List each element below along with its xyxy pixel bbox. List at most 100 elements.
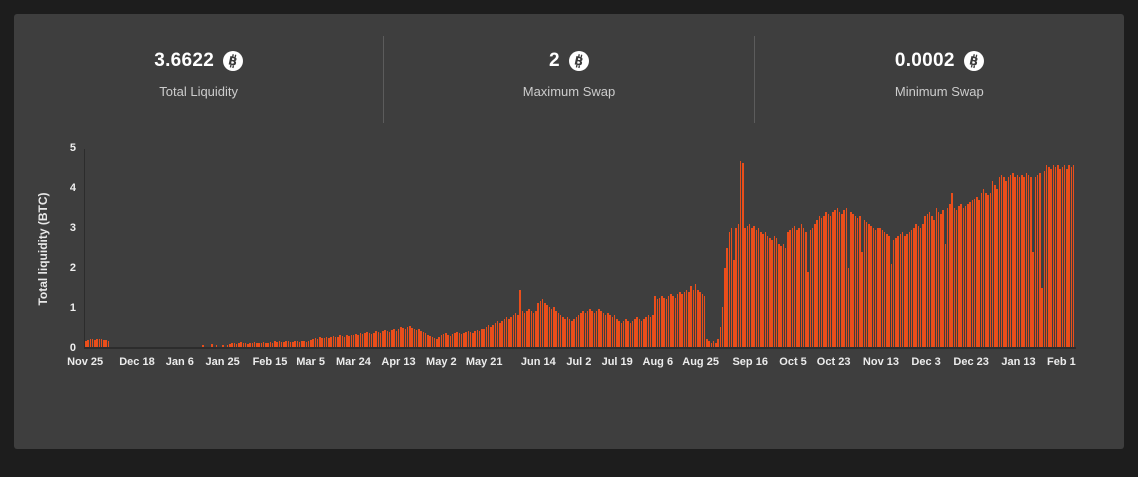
bar xyxy=(629,323,632,347)
bar xyxy=(589,309,591,347)
x-tick-label: Jul 2 xyxy=(566,356,592,368)
bar xyxy=(899,234,902,347)
x-tick-label: Oct 23 xyxy=(816,356,851,368)
bar xyxy=(901,232,904,347)
bar xyxy=(944,244,947,347)
bar xyxy=(584,313,587,347)
bar xyxy=(278,341,281,347)
bar xyxy=(996,188,998,347)
stat-total-liquidity: 3.6622 B Total Liquidity xyxy=(14,36,383,123)
bar xyxy=(397,329,400,347)
bar xyxy=(546,305,548,347)
bar xyxy=(249,343,251,347)
bar xyxy=(514,313,517,347)
bar xyxy=(706,339,708,347)
bar xyxy=(517,315,519,347)
bar xyxy=(854,216,857,347)
bar xyxy=(735,228,737,347)
bar xyxy=(622,321,625,347)
bar xyxy=(1018,176,1021,347)
bar xyxy=(937,212,940,347)
bar xyxy=(242,343,245,347)
bar xyxy=(1025,172,1028,347)
bar xyxy=(1036,174,1039,347)
bar xyxy=(409,326,411,347)
stat-value: 2 B xyxy=(549,50,589,72)
bar xyxy=(548,307,551,347)
bar xyxy=(94,339,96,347)
bar xyxy=(708,341,710,347)
bar xyxy=(694,283,697,347)
minimum-swap-label: Minimum Swap xyxy=(894,84,984,99)
bar xyxy=(638,319,641,347)
bar xyxy=(895,238,897,347)
bar xyxy=(269,342,272,347)
bar xyxy=(490,327,492,347)
bar xyxy=(778,244,780,347)
bar xyxy=(505,317,508,347)
bar xyxy=(1034,176,1037,347)
bar xyxy=(969,202,971,347)
bar xyxy=(688,291,690,347)
bar xyxy=(775,238,778,347)
bar xyxy=(343,337,346,347)
bar xyxy=(726,248,728,347)
bar xyxy=(962,208,965,347)
bar xyxy=(627,321,629,347)
bar xyxy=(852,214,854,347)
total-liquidity-label: Total Liquidity xyxy=(159,84,239,99)
bar xyxy=(717,339,719,347)
bar xyxy=(760,232,762,347)
bar xyxy=(301,341,303,347)
stat-value: 0.0002 B xyxy=(895,50,984,72)
bar xyxy=(568,319,571,347)
bar xyxy=(402,328,404,347)
x-axis-ticks: Nov 25 Dec 18 Jan 6 Jan 25 Feb 15 Mar 5 Mar 24… xyxy=(67,349,1076,373)
bar xyxy=(634,319,636,347)
x-tick-label: Jan 25 xyxy=(205,356,240,368)
bar xyxy=(886,234,888,347)
bar xyxy=(296,341,299,347)
bar xyxy=(85,341,87,347)
bar xyxy=(737,224,740,347)
bar xyxy=(283,342,285,347)
bar xyxy=(753,226,755,347)
bar xyxy=(861,251,863,347)
bar xyxy=(762,234,764,347)
bar xyxy=(679,291,681,347)
bar xyxy=(523,313,526,347)
bar xyxy=(339,335,341,347)
bar xyxy=(681,293,683,347)
bar xyxy=(211,343,213,347)
bar xyxy=(591,311,593,347)
bar xyxy=(832,212,834,347)
bar xyxy=(431,337,434,347)
x-tick-label: Dec 23 xyxy=(953,356,989,368)
bar xyxy=(1072,164,1075,347)
bar xyxy=(256,343,258,347)
bar xyxy=(1068,164,1070,347)
bar xyxy=(512,315,515,347)
bar xyxy=(618,321,620,347)
bar xyxy=(733,259,735,347)
bar xyxy=(305,341,308,347)
bar xyxy=(215,344,218,347)
bar xyxy=(537,303,539,347)
total-liquidity-value: 3.6622 xyxy=(154,50,215,71)
bar xyxy=(440,335,443,347)
bar xyxy=(600,311,602,347)
bar xyxy=(289,342,292,347)
bar xyxy=(472,333,474,347)
bar xyxy=(391,330,393,347)
y-axis-ticks: 0 1 2 3 4 5 xyxy=(56,143,84,354)
bar xyxy=(103,339,105,347)
bar xyxy=(865,222,868,347)
bar xyxy=(811,228,814,347)
bar xyxy=(341,335,344,347)
bar xyxy=(796,230,798,347)
bar xyxy=(469,331,472,347)
x-tick-label: Feb 1 xyxy=(1046,356,1076,368)
bar xyxy=(683,291,686,347)
bar xyxy=(501,321,503,347)
bar xyxy=(843,210,845,347)
